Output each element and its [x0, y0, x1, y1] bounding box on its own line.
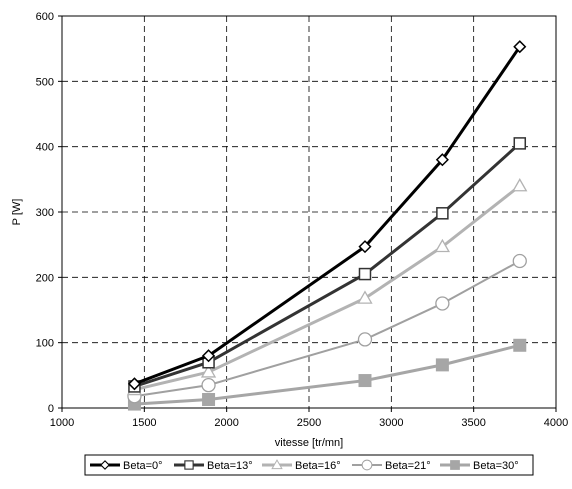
data-point-diamond [435, 153, 449, 167]
series-line [133, 45, 522, 386]
data-point-square-filled [358, 374, 372, 388]
data-point-square [358, 267, 372, 281]
series-2 [128, 137, 527, 393]
y-tick-label: 300 [36, 207, 54, 219]
data-point-square [436, 207, 449, 220]
x-tick-label: 2000 [214, 417, 238, 429]
data-point-square-filled [513, 338, 527, 352]
data-point-diamond [127, 377, 142, 391]
legend-item: Beta=16° [262, 459, 341, 472]
legend-item: Beta=0° [90, 460, 163, 472]
x-tick-label: 1000 [50, 417, 74, 429]
x-tick-label: 2500 [297, 417, 321, 429]
data-point-diamond [358, 240, 372, 254]
series-5 [127, 338, 527, 411]
data-point-square-filled [202, 393, 216, 407]
y-axis-ticks: 0 100 200 300 400 500 600 [36, 11, 62, 415]
legend-marker [100, 460, 110, 470]
data-point-circle [512, 253, 527, 269]
legend-marker [271, 459, 283, 470]
x-tick-label: 1500 [132, 417, 156, 429]
legend-item: Beta=30° [440, 460, 519, 472]
data-point-triangle [200, 364, 217, 378]
data-point-triangle [434, 238, 451, 253]
legend-label: Beta=13° [207, 460, 253, 472]
x-axis-label: vitesse [tr/mn] [275, 437, 343, 449]
y-tick-label: 200 [36, 272, 54, 284]
legend-box [84, 454, 534, 476]
data-point-circle [357, 332, 373, 347]
legend-label: Beta=0° [123, 460, 163, 472]
legend-item: Beta=21° [352, 459, 431, 472]
x-axis-ticks: 1000 1500 2000 2500 3000 3500 4000 [50, 408, 568, 429]
legend-label: Beta=30° [473, 460, 519, 472]
data-point-circle [435, 296, 450, 311]
y-tick-label: 100 [36, 338, 54, 350]
data-point-triangle [357, 290, 373, 304]
data-point-square [513, 137, 527, 150]
x-tick-label: 3500 [461, 417, 485, 429]
y-tick-label: 400 [36, 142, 54, 154]
legend: Beta=0° Beta=13° Beta=16° Beta=21° Beta=30° [84, 454, 534, 476]
legend-marker [361, 459, 373, 471]
y-tick-label: 500 [36, 76, 54, 88]
data-point-diamond [513, 40, 527, 54]
legend-marker [450, 460, 460, 470]
grid [62, 16, 556, 408]
legend-marker [184, 460, 194, 470]
legend-label: Beta=16° [295, 460, 341, 472]
series-1 [127, 40, 527, 391]
y-tick-label: 0 [48, 403, 54, 415]
data-point-circle [201, 377, 216, 393]
series-4 [127, 253, 527, 404]
data-point-square-filled [435, 358, 449, 372]
y-axis-label: P [W] [11, 199, 23, 226]
series-group [126, 40, 528, 411]
x-tick-label: 4000 [544, 417, 568, 429]
y-tick-label: 600 [36, 11, 54, 23]
data-point-triangle [512, 178, 528, 192]
x-tick-label: 3000 [379, 417, 403, 429]
legend-label: Beta=21° [385, 460, 431, 472]
data-point-diamond [201, 349, 216, 363]
legend-item: Beta=13° [174, 460, 253, 472]
